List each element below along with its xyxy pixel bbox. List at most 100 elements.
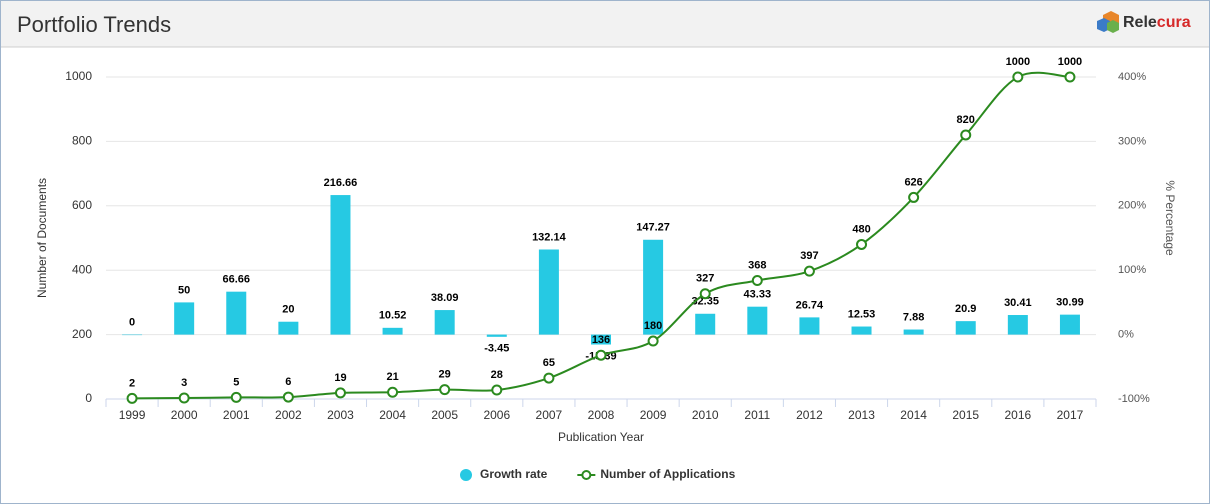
point [387,386,399,398]
x-tick-label: 2007 [536,408,563,422]
data-label: 38.09 [431,292,459,304]
y2-tick-label: 300% [1118,135,1146,147]
legend-marker [581,470,592,480]
bar [122,334,143,336]
legend-item: Number of Applications [577,467,736,481]
point [1012,71,1024,83]
data-label: 26.74 [796,299,824,311]
data-label: 5 [233,376,239,388]
x-tick-label: 2014 [900,408,927,422]
data-label: 6 [285,376,291,388]
data-label: 30.41 [1004,297,1032,309]
data-label: 1000 [1006,56,1030,68]
data-label: 3 [181,377,187,389]
bar [1059,314,1080,335]
y-tick-label: 200 [72,327,92,341]
bar [591,334,611,345]
y-tick-label: 1000 [65,69,92,83]
x-tick-label: 2010 [692,408,719,422]
data-label: 29 [439,369,451,381]
bar [382,327,403,335]
data-label: 20 [282,304,294,316]
x-tick-label: 2002 [275,408,302,422]
point [334,387,346,399]
data-label: 50 [178,284,190,296]
data-label: 28 [491,369,503,381]
point [595,349,607,361]
y2-tick-label: 400% [1118,71,1146,83]
y-tick-label: 800 [72,134,92,148]
point [491,384,503,396]
brand-icon [1097,11,1119,33]
header-bar [1,1,1209,47]
bar [851,326,872,335]
x-axis-title: Publication Year [558,430,644,444]
x-tick-label: 2004 [379,408,406,422]
point [803,265,815,277]
x-tick-label: 2000 [171,408,198,422]
bar [538,249,559,335]
data-label: 216.66 [324,177,358,189]
bar [747,306,768,335]
y2-axis-title: % Percentage [1163,180,1177,256]
point [126,392,138,404]
y-tick-label: 0 [85,391,92,405]
brand-part: cura [1157,14,1191,31]
data-label: 132.14 [532,231,567,243]
bar [278,321,299,335]
data-label: 147.27 [636,222,670,234]
point [178,392,190,404]
bar [1007,315,1028,335]
bar [174,302,195,335]
point [908,191,920,203]
data-label: 480 [852,223,870,235]
point [960,129,972,141]
data-label: 626 [904,176,922,188]
x-tick-label: 2017 [1057,408,1084,422]
x-tick-label: 2012 [796,408,823,422]
y-axis-title: Number of Documents [35,178,49,298]
bar [695,313,716,335]
brand-name: Relecura [1123,14,1191,31]
x-tick-label: 2015 [952,408,979,422]
data-label: 2 [129,377,135,389]
data-label: 12.53 [848,308,876,320]
x-tick-label: 2005 [431,408,458,422]
legend-label: Number of Applications [600,467,735,481]
bar [330,195,351,335]
x-tick-label: 2011 [744,408,770,422]
data-label: 20.9 [955,303,976,315]
data-label: 19 [334,372,346,384]
brand-part: Rele [1123,14,1157,31]
legend-label: Growth rate [480,467,548,481]
point [230,391,242,403]
bar [903,329,924,335]
bar [643,239,664,335]
data-label: 368 [748,259,766,271]
point [282,391,294,403]
point [699,288,711,300]
data-label: 820 [957,114,975,126]
x-tick-label: 2001 [223,408,250,422]
data-label: 43.33 [744,289,772,301]
point [543,372,555,384]
data-label: 21 [386,371,398,383]
data-label: 180 [644,320,662,332]
x-tick-label: 1999 [119,408,146,422]
y-tick-label: 600 [72,198,92,212]
data-label: 136 [592,334,610,346]
bar [799,317,820,335]
bar [486,334,507,337]
point [856,238,868,250]
data-label: -3.45 [484,343,509,355]
point [647,335,659,347]
data-label: 30.99 [1056,297,1084,309]
data-label: 66.66 [222,274,250,286]
y2-tick-label: 100% [1118,264,1146,276]
x-tick-label: 2006 [483,408,510,422]
legend-item: Growth rate [460,467,548,481]
x-tick-label: 2013 [848,408,875,422]
legend-marker [460,469,472,481]
data-label: 397 [800,250,818,262]
